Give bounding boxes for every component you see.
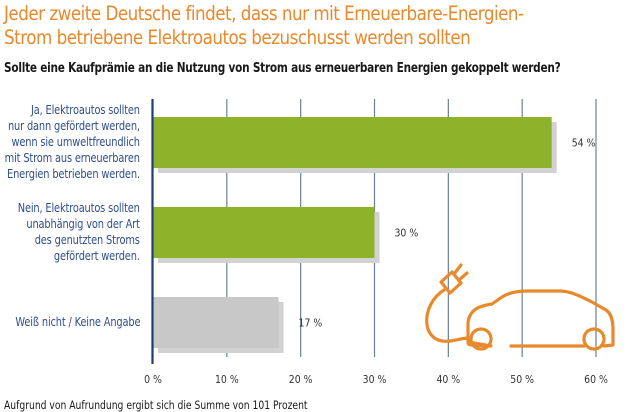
category-label-line: Weiß nicht / Keine Angabe xyxy=(15,314,140,329)
value-label: 54 % xyxy=(572,138,596,150)
x-tick-label: 10 % xyxy=(215,374,239,386)
chart-title-line-1: Jeder zweite Deutsche findet, dass nur m… xyxy=(4,2,524,25)
chart-title-line-2: Strom betriebene Elektroautos bezuschuss… xyxy=(4,26,471,49)
bars xyxy=(153,117,557,353)
category-label-2: Nein, Elektroautos sollten unabhängig von… xyxy=(18,200,140,264)
category-label-line: Ja, Elektroautos sollten xyxy=(31,102,140,117)
bar-3 xyxy=(153,297,279,348)
category-label-line: wenn sie umweltfreundlich xyxy=(11,134,141,149)
x-tick-labels: 0 % 10 % 20 % 30 % 40 % 50 % 60 % xyxy=(144,374,608,386)
plug-prong-1 xyxy=(452,263,463,276)
category-label-3: Weiß nicht / Keine Angabe xyxy=(15,314,140,330)
charging-cable xyxy=(425,288,470,343)
category-label-line: Nein, Elektroautos sollten xyxy=(18,200,140,215)
value-label: 17 % xyxy=(299,318,323,330)
footnote: Aufgrund von Aufrundung ergibt sich die … xyxy=(4,398,308,412)
x-tick-label: 50 % xyxy=(510,374,534,386)
category-label-line: nur dann gefördert werden, xyxy=(8,118,140,133)
chart-title: Jeder zweite Deutsche findet, dass nur m… xyxy=(4,2,542,50)
category-label-line: Energien betrieben werden. xyxy=(7,166,140,181)
category-label-line: unabhängig von der Art xyxy=(26,216,141,231)
x-tick-label: 40 % xyxy=(436,374,460,386)
x-tick-label: 60 % xyxy=(584,374,608,386)
plug-body xyxy=(439,270,463,295)
bar-2 xyxy=(153,207,375,258)
value-label: 30 % xyxy=(395,228,419,240)
car-wheel-rear xyxy=(582,327,606,351)
chart-subtitle: Sollte eine Kaufprämie an die Nutzung vo… xyxy=(4,60,561,76)
value-labels: 54 % 30 % 17 % xyxy=(299,138,596,330)
category-label-line: des genutzten Stroms xyxy=(34,232,140,247)
plug-prong-2 xyxy=(457,271,469,282)
category-label-line: gefördert werden. xyxy=(54,248,140,263)
category-label-1: Ja, Elektroautos sollten nur dann geförde… xyxy=(5,102,140,182)
x-tick-label: 0 % xyxy=(144,374,162,386)
x-tick-label: 30 % xyxy=(363,374,387,386)
category-label-line: mit Strom aus erneuerbaren xyxy=(4,150,140,165)
electric-car-with-plug-icon xyxy=(425,263,615,351)
bar-1 xyxy=(153,117,552,168)
x-tick-label: 20 % xyxy=(289,374,313,386)
car-wheel-front xyxy=(469,327,493,351)
